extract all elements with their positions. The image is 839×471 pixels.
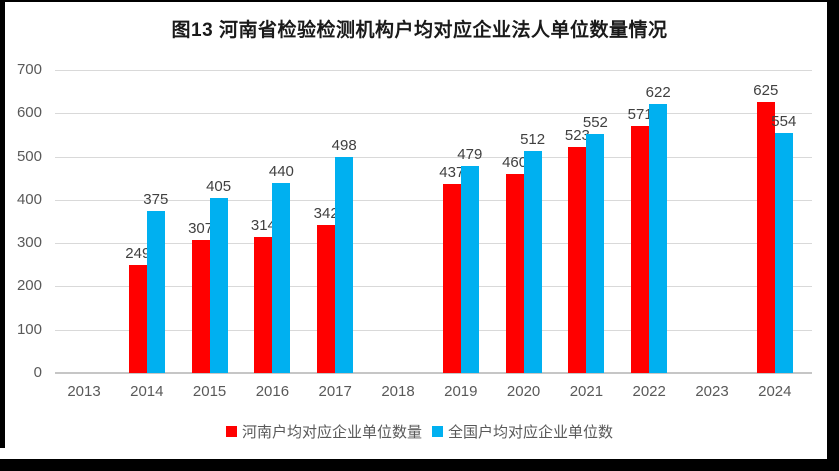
bar-henan-2022 [631, 125, 650, 373]
bar-henan-2015 [191, 240, 210, 373]
gridline-y400 [55, 199, 812, 201]
bar-national-2022 [649, 103, 668, 373]
y-tick-label-100: 100 [16, 320, 42, 338]
data-label-national-2024: 554 [771, 113, 797, 131]
x-tick-label-2016: 2016 [255, 383, 290, 400]
data-label-henan-2014: 249 [125, 245, 151, 263]
data-label-henan-2016: 314 [250, 217, 276, 235]
x-tick-label-2014: 2014 [130, 383, 164, 400]
bar-national-2021 [586, 134, 605, 373]
bar-henan-2021 [568, 146, 587, 373]
x-tick-label-2013: 2013 [67, 383, 101, 400]
x-tick-label-2023: 2023 [695, 383, 729, 400]
x-axis-line [55, 372, 812, 374]
data-label-national-2017: 498 [331, 137, 357, 155]
gridline-y300 [55, 243, 812, 245]
y-tick-label-200: 200 [16, 277, 42, 295]
chart-title: 图13 河南省检验检测机构户均对应企业法人单位数量情况 [171, 20, 668, 41]
bar-national-2014 [146, 210, 165, 373]
data-label-national-2021: 552 [582, 114, 608, 132]
bar-national-2017 [335, 157, 354, 373]
x-tick-label-2015: 2015 [192, 383, 227, 400]
y-tick-label-0: 0 [33, 364, 42, 381]
data-label-henan-2019: 437 [439, 163, 465, 181]
data-label-national-2014: 375 [143, 190, 169, 208]
data-label-henan-2021: 523 [564, 126, 590, 144]
gridline-y700 [55, 70, 812, 71]
x-tick-label-2018: 2018 [381, 383, 415, 400]
bar-henan-2020 [505, 173, 524, 373]
data-label-national-2015: 405 [206, 177, 232, 195]
gridline-y200 [55, 286, 812, 288]
gridline-y600 [55, 113, 812, 115]
legend-swatch-national [432, 426, 443, 437]
x-tick-label-2021: 2021 [569, 383, 604, 400]
frame-left-edge [0, 0, 5, 448]
legend-label-national: 全国户均对应企业单位数 [448, 424, 614, 441]
bar-national-2019 [460, 165, 479, 373]
data-label-henan-2015: 307 [188, 220, 214, 238]
legend-swatch-henan [225, 426, 237, 437]
y-tick-label-700: 700 [16, 61, 42, 78]
data-label-national-2019: 479 [457, 145, 483, 163]
bar-national-2024 [774, 133, 793, 373]
y-tick-label-400: 400 [16, 190, 42, 208]
x-tick-label-2019: 2019 [444, 383, 478, 400]
data-label-henan-2024: 625 [753, 82, 779, 100]
frame-right-edge [827, 0, 839, 471]
data-label-national-2020: 512 [520, 131, 546, 149]
legend-item-henan: 河南户均对应企业单位数量 [225, 421, 422, 442]
frame-top-edge [0, 0, 839, 2]
bar-national-2016 [272, 182, 291, 373]
x-tick-label-2020: 2020 [506, 383, 541, 400]
legend-item-national: 全国户均对应企业单位数 [432, 421, 613, 442]
frame-bottom-edge [0, 459, 839, 471]
bar-national-2020 [523, 151, 542, 373]
legend-label-henan: 河南户均对应企业单位数量 [241, 424, 422, 441]
data-label-national-2016: 440 [268, 162, 294, 180]
data-label-henan-2020: 460 [502, 153, 528, 171]
gridline-y100 [55, 329, 812, 331]
chart-legend: 河南户均对应企业单位数量 全国户均对应企业单位数 [0, 421, 839, 442]
y-tick-label-600: 600 [16, 104, 42, 122]
bar-henan-2016 [254, 237, 273, 373]
x-tick-label-2024: 2024 [758, 383, 792, 400]
bar-henan-2014 [128, 265, 147, 373]
data-label-national-2022: 622 [645, 83, 671, 101]
bar-henan-2019 [442, 183, 461, 373]
bar-national-2015 [209, 197, 228, 373]
y-tick-label-500: 500 [16, 147, 42, 165]
bar-henan-2017 [317, 224, 336, 373]
y-tick-label-300: 300 [16, 234, 42, 252]
gridline-y500 [55, 156, 812, 158]
x-tick-label-2022: 2022 [632, 383, 666, 400]
x-tick-label-2017: 2017 [318, 383, 352, 400]
data-label-henan-2022: 571 [627, 105, 653, 123]
data-label-henan-2017: 342 [313, 204, 339, 222]
bar-henan-2024 [756, 102, 775, 373]
